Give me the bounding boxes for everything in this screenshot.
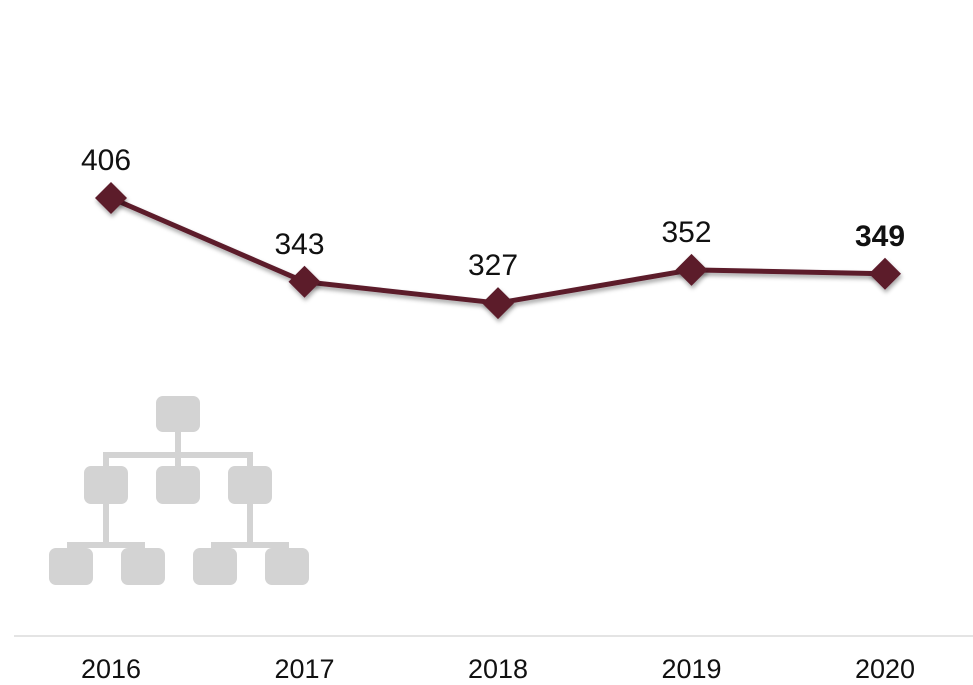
data-point-marker — [675, 253, 708, 286]
data-label-layer: 406 343 327 352 349 — [81, 144, 905, 282]
x-tick-label: 2020 — [855, 654, 915, 684]
data-label: 406 — [81, 144, 131, 177]
x-tick-layer: 2016 2017 2018 2019 2020 — [81, 654, 915, 684]
data-point-marker — [482, 287, 514, 320]
data-point-marker — [869, 257, 901, 290]
marker-layer — [95, 182, 901, 320]
data-label: 352 — [661, 216, 711, 249]
x-tick-label: 2018 — [468, 654, 528, 684]
data-label: 327 — [468, 249, 518, 282]
data-label: 343 — [274, 228, 324, 261]
x-tick-label: 2016 — [81, 654, 141, 684]
data-label: 349 — [855, 220, 905, 253]
data-point-marker — [288, 265, 321, 298]
x-tick-label: 2017 — [274, 654, 334, 684]
x-tick-label: 2019 — [661, 654, 721, 684]
org-chart-icon — [49, 396, 309, 585]
data-point-marker — [95, 182, 127, 214]
